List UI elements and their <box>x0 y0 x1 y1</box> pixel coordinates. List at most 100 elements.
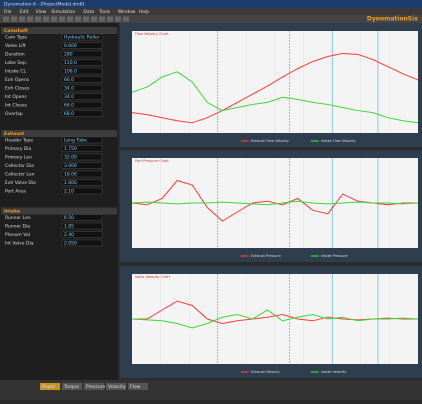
field-value: 34.0 <box>64 86 74 92</box>
toolbar-button[interactable] <box>43 16 49 22</box>
field-box[interactable] <box>61 187 103 195</box>
tab[interactable] <box>62 383 82 390</box>
legend-label: Intake Flow Velocity <box>321 139 356 143</box>
toolbar-button[interactable] <box>35 16 41 22</box>
section-title: Camshaft <box>4 28 29 34</box>
field-value: Long Tube <box>64 138 87 144</box>
title-bar <box>0 0 422 8</box>
section-header <box>1 207 117 215</box>
menu-item[interactable]: View <box>36 9 47 15</box>
tab-label: Velocity <box>108 384 126 390</box>
field-value: 18.00 <box>64 172 77 178</box>
field-label: Header Type <box>5 138 33 144</box>
field-box[interactable] <box>61 93 103 100</box>
chart-title: Flow Velocity Chart <box>135 32 169 36</box>
field-label: Primary Len <box>5 155 32 161</box>
toolbar-button[interactable] <box>11 16 17 22</box>
field-label: Int Opens <box>5 94 27 100</box>
field-value: 3.000 <box>64 163 77 169</box>
menu-item[interactable]: Edit <box>20 9 29 15</box>
field-label: Duration <box>5 52 25 58</box>
field-box[interactable] <box>61 76 103 83</box>
tab[interactable] <box>106 383 126 390</box>
field-box[interactable] <box>61 153 103 161</box>
field-box[interactable] <box>61 145 103 152</box>
field-label: Cam Type <box>5 35 27 41</box>
field-label: Exh Closes <box>5 86 30 92</box>
menu-item[interactable]: Data <box>83 9 94 15</box>
legend-label: Exhaust Pressure <box>251 254 281 258</box>
field-label: Intake CL <box>5 69 26 75</box>
field-box[interactable] <box>61 239 103 247</box>
field-value: 6.50 <box>64 215 74 221</box>
menu-item[interactable]: Help <box>139 9 149 15</box>
field-value: 1.750 <box>64 146 77 152</box>
field-value: 1.600 <box>64 180 77 186</box>
legend-label: Intake Velocity <box>321 370 347 374</box>
toolbar-button[interactable] <box>115 16 121 22</box>
toolbar-button[interactable] <box>3 16 9 22</box>
tab[interactable] <box>84 383 104 390</box>
series-line <box>131 200 419 206</box>
field-value: 1.85 <box>64 224 74 230</box>
toolbar-button[interactable] <box>51 16 57 22</box>
field-value: 66.0 <box>64 77 74 83</box>
field-box[interactable] <box>61 42 103 49</box>
toolbar-button[interactable] <box>19 16 25 22</box>
field-value: 2.40 <box>64 232 74 238</box>
field-box[interactable] <box>61 59 103 66</box>
toolbar <box>0 15 422 23</box>
toolbar-button[interactable] <box>107 16 113 22</box>
tab-label: Pressure <box>86 384 105 390</box>
field-box[interactable] <box>61 222 103 230</box>
toolbar-button[interactable] <box>123 16 129 22</box>
field-label: Valve Lift <box>5 43 26 49</box>
toolbar-button[interactable] <box>99 16 105 22</box>
field-label: Lobe Sep. <box>5 60 27 66</box>
field-box[interactable] <box>61 214 103 221</box>
toolbar-button[interactable] <box>83 16 89 22</box>
field-box[interactable] <box>61 162 103 169</box>
field-label: Port Area <box>5 189 26 195</box>
legend-label: Exhaust Velocity <box>251 370 280 374</box>
toolbar-button[interactable] <box>75 16 81 22</box>
series-line <box>131 71 419 124</box>
tab[interactable] <box>128 383 148 390</box>
field-box[interactable] <box>61 50 103 58</box>
field-box[interactable] <box>61 33 103 41</box>
series-line <box>131 52 419 124</box>
field-value: 0.600 <box>64 43 77 49</box>
field-label: Runner Len <box>5 215 31 221</box>
tab-label: Power <box>42 384 56 390</box>
field-box[interactable] <box>61 179 103 186</box>
field-value: 34.0 <box>64 94 74 100</box>
field-box[interactable] <box>61 101 103 109</box>
field-value: Hydraulic Roller <box>64 35 100 41</box>
field-box[interactable] <box>61 84 103 92</box>
field-value: 106.0 <box>64 69 77 75</box>
menu-item[interactable]: File <box>4 9 12 15</box>
field-label: Plenum Vol <box>5 232 30 238</box>
status-bar <box>0 380 422 400</box>
field-box[interactable] <box>61 67 103 75</box>
field-box[interactable] <box>61 110 103 117</box>
toolbar-button[interactable] <box>67 16 73 22</box>
legend-label: Exhaust Flow Velocity <box>251 139 289 143</box>
tab[interactable] <box>40 383 60 390</box>
section-title: Exhaust <box>4 131 25 137</box>
chart-title: Valve Velocity Chart <box>135 275 171 279</box>
field-value: 2.10 <box>64 189 74 195</box>
field-box[interactable] <box>61 231 103 238</box>
legend-label: Intake Pressure <box>321 254 348 258</box>
section-header <box>1 130 117 137</box>
toolbar-button[interactable] <box>59 16 65 22</box>
field-box[interactable] <box>61 136 103 144</box>
field-box[interactable] <box>61 170 103 178</box>
toolbar-button[interactable] <box>91 16 97 22</box>
tab-label: Torque <box>63 384 79 390</box>
menu-bar <box>0 8 422 15</box>
menu-item[interactable]: Window <box>118 9 136 15</box>
toolbar-button[interactable] <box>27 16 33 22</box>
menu-item[interactable]: Simulation <box>51 9 75 15</box>
menu-item[interactable]: Tools <box>98 9 111 15</box>
